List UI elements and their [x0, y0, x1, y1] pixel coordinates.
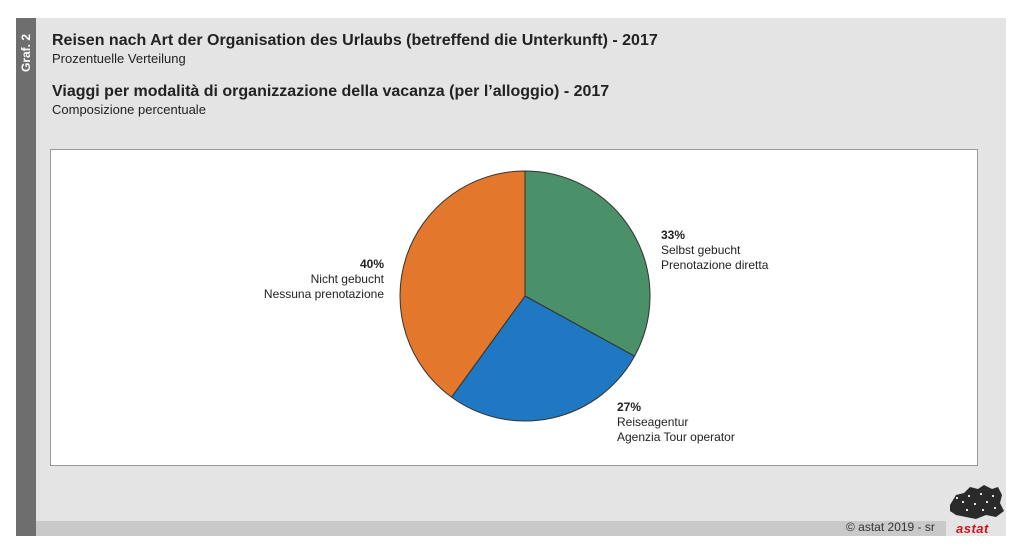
astat-logo-text: astat: [956, 521, 989, 536]
footer-strip: [36, 521, 946, 536]
title-german: Reisen nach Art der Organisation des Url…: [52, 32, 658, 49]
subtitle-italian: Composizione percentuale: [52, 102, 206, 117]
pie-slice-2: [450, 295, 636, 422]
copyright-text: © astat 2019 - sr: [846, 520, 935, 534]
astat-logo-icon: [950, 485, 1004, 519]
side-bar: [16, 18, 36, 536]
subtitle-german: Prozentuelle Verteilung: [52, 51, 186, 66]
pie-chart: [399, 170, 651, 422]
title-italian: Viaggi per modalità di organizzazione de…: [52, 83, 610, 100]
label-reiseagentur: 27% Reiseagentur Agenzia Tour operator: [617, 400, 735, 444]
graph-number-label: Graf. 2: [19, 33, 34, 73]
pie-slice-1: [524, 170, 651, 357]
label-nicht-gebucht: 40% Nicht gebucht Nessuna prenotazione: [263, 257, 384, 301]
chart-panel: 33% Selbst gebucht Prenotazione diretta …: [50, 149, 978, 466]
label-selbst-gebucht: 33% Selbst gebucht Prenotazione diretta: [661, 228, 769, 272]
pie-slice-3: [399, 170, 526, 398]
